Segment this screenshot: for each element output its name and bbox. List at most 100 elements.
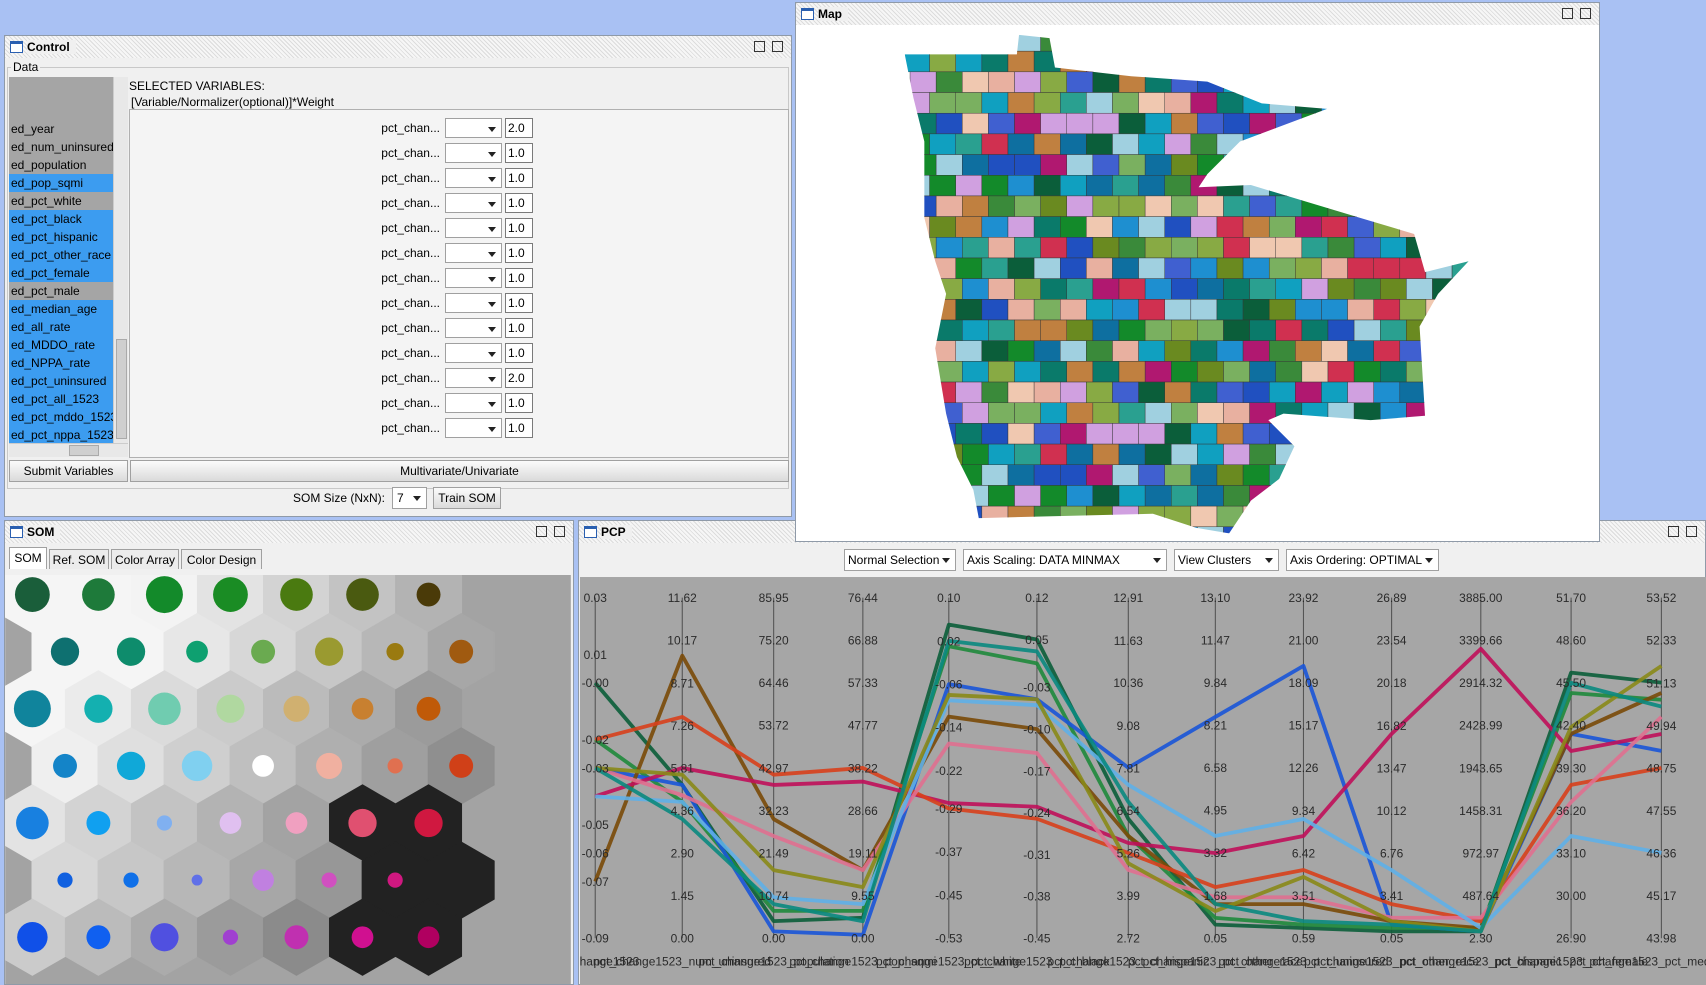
list-item[interactable]: ed_pct_male <box>9 282 113 300</box>
weight-field[interactable]: 2.0 <box>505 118 533 138</box>
minimize-button[interactable] <box>1562 8 1573 19</box>
maximize-button[interactable] <box>772 41 783 52</box>
county <box>988 443 1015 465</box>
tab[interactable]: Color Design <box>181 549 262 569</box>
county <box>1399 257 1427 279</box>
list-item[interactable]: ed_pct_female <box>9 264 113 282</box>
scroll-thumb[interactable] <box>116 339 127 439</box>
list-item[interactable]: ed_median_age <box>9 300 113 318</box>
county <box>929 340 956 362</box>
county <box>1275 443 1303 465</box>
tab[interactable]: SOM <box>9 547 47 569</box>
variable-list[interactable]: ed_year ed_num_uninsured ed_population ed_p… <box>9 77 113 443</box>
list-item[interactable]: ed_pct_hispanic <box>9 228 113 246</box>
county <box>1144 278 1172 300</box>
county <box>981 92 1009 114</box>
weight-field[interactable]: 1.0 <box>505 218 533 238</box>
pcp-plot[interactable]: 0.03 0.01 -0.00 -0.02 -0.03 -0.05 -0.06 -0.07 -0… <box>580 577 1706 985</box>
weight-field[interactable]: 1.0 <box>505 143 533 163</box>
maximize-button[interactable] <box>1686 526 1697 537</box>
normalizer-select[interactable] <box>445 268 502 288</box>
minimize-button[interactable] <box>1668 526 1679 537</box>
list-item[interactable]: ed_pct_other_race <box>9 246 113 264</box>
county <box>1190 464 1218 486</box>
list-item[interactable]: ed_pct_all_1523 <box>9 390 113 408</box>
weight-field[interactable]: 1.0 <box>505 193 533 213</box>
county <box>1321 257 1348 279</box>
county <box>1007 299 1035 321</box>
county <box>935 526 963 534</box>
pcp-select[interactable]: Axis Scaling: DATA MINMAX <box>963 549 1167 571</box>
list-item[interactable]: ed_pct_mddo_1523 <box>9 408 113 426</box>
normalizer-select[interactable] <box>445 168 502 188</box>
pcp-tick-label: 0.05 <box>1204 932 1228 946</box>
list-item[interactable]: ed_MDDO_rate <box>9 336 113 354</box>
weight-field[interactable]: 1.0 <box>505 293 533 313</box>
maximize-button[interactable] <box>1580 8 1591 19</box>
som-grid[interactable] <box>5 575 571 984</box>
county <box>955 216 983 238</box>
mode-button[interactable]: Multivariate/Univariate <box>130 460 789 482</box>
tab[interactable]: Ref. SOM <box>49 549 109 569</box>
normalizer-select[interactable] <box>445 418 502 438</box>
list-item[interactable]: ed_num_uninsured <box>9 138 113 156</box>
pcp-tick-label: 15.17 <box>1289 719 1319 733</box>
weight-field[interactable]: 1.0 <box>505 343 533 363</box>
county <box>1138 133 1165 155</box>
pcp-select[interactable]: View Clusters <box>1174 549 1279 571</box>
list-item[interactable]: ed_population <box>9 156 113 174</box>
list-item[interactable]: ed_year <box>9 120 113 138</box>
list-item[interactable]: ed_pct_white <box>9 192 113 210</box>
som-node <box>449 753 474 778</box>
list-item[interactable]: ed_pop_sqmi <box>9 174 113 192</box>
normalizer-select[interactable] <box>445 218 502 238</box>
county <box>909 402 937 424</box>
weight-field[interactable]: 1.0 <box>505 418 533 438</box>
pcp-tick-label: 47.55 <box>1646 804 1676 818</box>
vertical-scrollbar[interactable] <box>113 77 128 443</box>
som-size-select[interactable]: 7 <box>392 487 427 509</box>
normalizer-select[interactable] <box>445 318 502 338</box>
normalizer-select[interactable] <box>445 293 502 313</box>
pcp-select[interactable]: Normal Selection <box>844 549 956 571</box>
tab[interactable]: Color Array <box>111 549 179 569</box>
normalizer-select[interactable] <box>445 143 502 163</box>
pcp-select[interactable]: Axis Ordering: OPTIMAL <box>1286 549 1439 571</box>
minimize-button[interactable] <box>754 41 765 52</box>
normalizer-select[interactable] <box>445 393 502 413</box>
normalizer-select[interactable] <box>445 368 502 388</box>
county <box>1118 443 1146 465</box>
pcp-tick-label: 0.03 <box>584 591 608 605</box>
county <box>935 402 963 424</box>
list-item[interactable]: ed_pct_uninsured <box>9 372 113 390</box>
weight-field[interactable]: 1.0 <box>505 268 533 288</box>
county <box>1144 154 1172 176</box>
scroll-thumb[interactable] <box>69 445 99 456</box>
maximize-button[interactable] <box>554 526 565 537</box>
weight-field[interactable]: 1.0 <box>505 243 533 263</box>
list-item[interactable]: ed_pct_black <box>9 210 113 228</box>
weight-field[interactable]: 1.0 <box>505 168 533 188</box>
submit-button[interactable]: Submit Variables <box>9 460 128 482</box>
county <box>1144 485 1172 507</box>
weight-field[interactable]: 2.0 <box>505 368 533 388</box>
train-button[interactable]: Train SOM <box>433 487 501 509</box>
normalizer-select[interactable] <box>445 118 502 138</box>
county <box>1295 257 1322 279</box>
weight-field[interactable]: 1.0 <box>505 318 533 338</box>
normalizer-select[interactable] <box>445 193 502 213</box>
list-item[interactable]: ed_NPPA_rate <box>9 354 113 372</box>
list-item[interactable]: ed_pct_nppa_1523 <box>9 426 113 443</box>
county <box>1223 154 1250 176</box>
county-map[interactable] <box>797 25 1597 541</box>
normalizer-select[interactable] <box>445 343 502 363</box>
minimize-button[interactable] <box>536 526 547 537</box>
county <box>1432 485 1459 507</box>
county <box>1164 92 1192 114</box>
county <box>1014 485 1041 507</box>
list-item[interactable]: ed_all_rate <box>9 318 113 336</box>
horizontal-scrollbar[interactable] <box>9 443 128 457</box>
weight-field[interactable]: 1.0 <box>505 393 533 413</box>
county <box>981 299 1009 321</box>
normalizer-select[interactable] <box>445 243 502 263</box>
